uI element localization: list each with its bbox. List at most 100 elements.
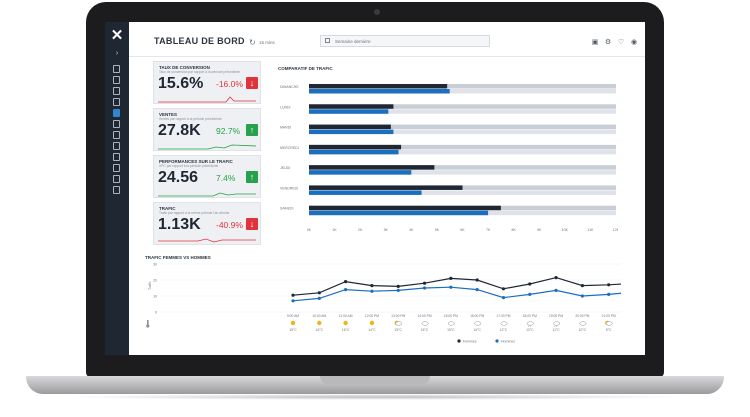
arrow-down-icon: ↓ — [246, 77, 258, 89]
temperature-label: 10°C — [579, 328, 587, 332]
sidebar-item-chart-icon[interactable] — [113, 109, 120, 117]
dashboard-screen: ✕ › TABLEAU DE BORD ↻ 15 mins Semaine de… — [105, 22, 645, 355]
series-line — [292, 286, 621, 302]
date-filter-input[interactable]: Semaine dernière — [320, 35, 490, 47]
temperature-label: 11°C — [553, 328, 561, 332]
line-y-tick-label: 10 — [153, 295, 157, 299]
kpi-title: VENTES — [159, 112, 178, 117]
sidebar-item-file-icon[interactable] — [113, 186, 120, 194]
kpi-card-traffic-performance[interactable]: PERFORMANCES SUR LE TRAFIC VPC par rappo… — [153, 155, 261, 198]
sidebar-item-file-icon[interactable] — [113, 120, 120, 128]
heart-icon[interactable]: ♡ — [617, 39, 625, 46]
line-x-tick-label: 11:00 AM — [339, 314, 353, 318]
time-range-select[interactable]: 15 mins — [259, 40, 275, 45]
line-y-tick-label: 0 — [155, 311, 157, 315]
bar — [309, 190, 422, 195]
cloud-icon — [500, 321, 508, 326]
bar-x-tick-label: 10K — [562, 228, 569, 232]
bar-track — [309, 109, 616, 114]
sidebar-item-file-icon[interactable] — [113, 131, 120, 139]
line-y-tick-label: 20 — [153, 279, 157, 283]
kpi-value: 27.8K — [158, 122, 201, 139]
sidebar-item-file-icon[interactable] — [113, 153, 120, 161]
bar-x-tick-label: 6K — [460, 228, 465, 232]
bar-track — [309, 89, 616, 94]
data-point — [528, 292, 532, 296]
sidebar-item-mobile-icon[interactable] — [113, 76, 120, 84]
series-line — [292, 276, 621, 296]
sparkline — [158, 238, 256, 243]
temperature-label: 15°C — [421, 328, 429, 332]
report-icon[interactable]: ▣ — [591, 39, 599, 46]
sparkline — [158, 144, 256, 150]
bar-category-label: MARDI — [280, 126, 291, 130]
bar-x-tick-label: 0K — [307, 228, 312, 232]
bar-track — [309, 84, 616, 89]
sidebar-item-file-icon[interactable] — [113, 175, 120, 183]
bar-x-tick-label: 9K — [537, 228, 542, 232]
data-point — [291, 293, 295, 297]
data-point — [344, 280, 348, 284]
bar-category-label: JEUDI — [280, 166, 290, 170]
bar-track — [309, 104, 616, 109]
line-x-tick-label: 16:00 PM — [470, 314, 484, 318]
bar — [309, 165, 435, 170]
bar — [309, 109, 389, 114]
line-x-tick-label: 17:00 PM — [496, 314, 510, 318]
bar-track — [309, 124, 616, 130]
sidebar-item-file-icon[interactable] — [113, 98, 120, 106]
bar-track — [309, 165, 616, 170]
kpi-delta: -16.0% — [216, 79, 243, 89]
data-point — [370, 289, 374, 293]
camera-icon — [374, 9, 380, 15]
bar — [309, 144, 402, 150]
data-point — [475, 288, 479, 292]
kpi-value: 1.13K — [158, 216, 201, 233]
kpi-subtitle: VPC par rapport à la période précédente — [159, 164, 219, 168]
sparkline — [158, 96, 256, 103]
refresh-icon[interactable]: ↻ — [249, 38, 256, 47]
sidebar-item-file-icon[interactable] — [113, 164, 120, 172]
kpi-value: 24.56 — [158, 169, 199, 186]
date-filter-value: Semaine dernière — [335, 38, 371, 44]
data-point — [580, 284, 584, 288]
bar-track — [309, 190, 616, 195]
sidebar: ✕ › — [105, 22, 129, 355]
bar-category-label: SAMEDI — [280, 207, 293, 211]
sun-shape — [343, 320, 348, 326]
kpi-value: 15.6% — [158, 75, 204, 92]
user-icon[interactable]: ◉ — [630, 39, 638, 46]
cloud-rain-icon — [553, 321, 561, 328]
kpi-card-conversion[interactable]: TAUX DE CONVERSION Taux de conversion pa… — [153, 61, 261, 104]
cloud-icon — [447, 321, 455, 326]
line-y-tick-label: 30 — [153, 263, 157, 267]
logo-icon: ✕ — [110, 27, 124, 44]
bar — [309, 89, 450, 94]
sidebar-item-home-icon[interactable] — [113, 65, 120, 73]
kpi-card-sales[interactable]: VENTES Ventes par rapport à la période p… — [153, 108, 261, 151]
data-point — [607, 292, 611, 296]
sidebar-item-file-icon[interactable] — [113, 142, 120, 150]
cloud-shape — [526, 321, 534, 326]
data-point — [396, 288, 400, 292]
sun-shape — [369, 320, 375, 326]
bar-chart-title: COMPARATIF DE TRAFIC — [278, 66, 333, 71]
cloud-icon — [579, 321, 587, 326]
laptop-base — [26, 376, 724, 394]
sidebar-item-file-icon[interactable] — [113, 87, 120, 95]
chevron-right-icon[interactable]: › — [115, 50, 119, 57]
thermometer-icon — [146, 324, 150, 328]
gear-icon[interactable]: ⚙ — [604, 39, 612, 46]
bar-x-tick-label: 4K — [409, 228, 414, 232]
kpi-card-traffic[interactable]: TRAFIC Trafic par rapport à la même péri… — [153, 202, 261, 245]
data-point — [501, 296, 506, 300]
bar — [309, 185, 463, 190]
line-x-tick-label: 10:00 AM — [312, 314, 326, 318]
bar-track — [309, 170, 616, 175]
bar-x-tick-label: 11K — [587, 228, 594, 232]
temperature-label: 14°C — [368, 328, 376, 332]
temperature-label: 12°C — [500, 328, 508, 332]
line-x-tick-label: 14:00 PM — [417, 314, 431, 318]
data-point — [475, 278, 479, 282]
cloud-shape — [579, 321, 587, 326]
